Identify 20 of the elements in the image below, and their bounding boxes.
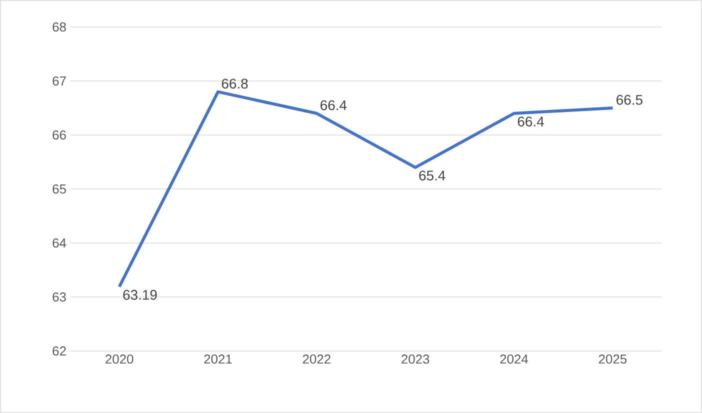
x-tick-label: 2022 <box>302 354 330 364</box>
y-tick-label: 67 <box>52 76 66 86</box>
data-label: 65.4 <box>419 170 446 180</box>
x-tick-label: 2020 <box>106 354 134 364</box>
y-tick-label: 62 <box>52 346 66 356</box>
x-tick-label: 2024 <box>500 354 528 364</box>
x-tick-label: 2025 <box>598 354 627 364</box>
data-label: 66.5 <box>616 94 642 105</box>
data-label: 66.4 <box>320 100 347 110</box>
y-tick-label: 63 <box>52 292 66 302</box>
data-label: 63.19 <box>123 290 157 300</box>
data-label: 66.8 <box>222 78 248 89</box>
y-tick-label: 68 <box>52 22 66 32</box>
x-tick-label: 2021 <box>204 354 232 364</box>
y-tick-label: 66 <box>52 130 66 140</box>
y-tick-label: 64 <box>52 238 66 248</box>
y-tick-label: 65 <box>52 184 66 194</box>
data-label: 66.4 <box>518 116 544 126</box>
line-series <box>118 90 614 288</box>
x-tick-label: 2023 <box>402 354 430 364</box>
